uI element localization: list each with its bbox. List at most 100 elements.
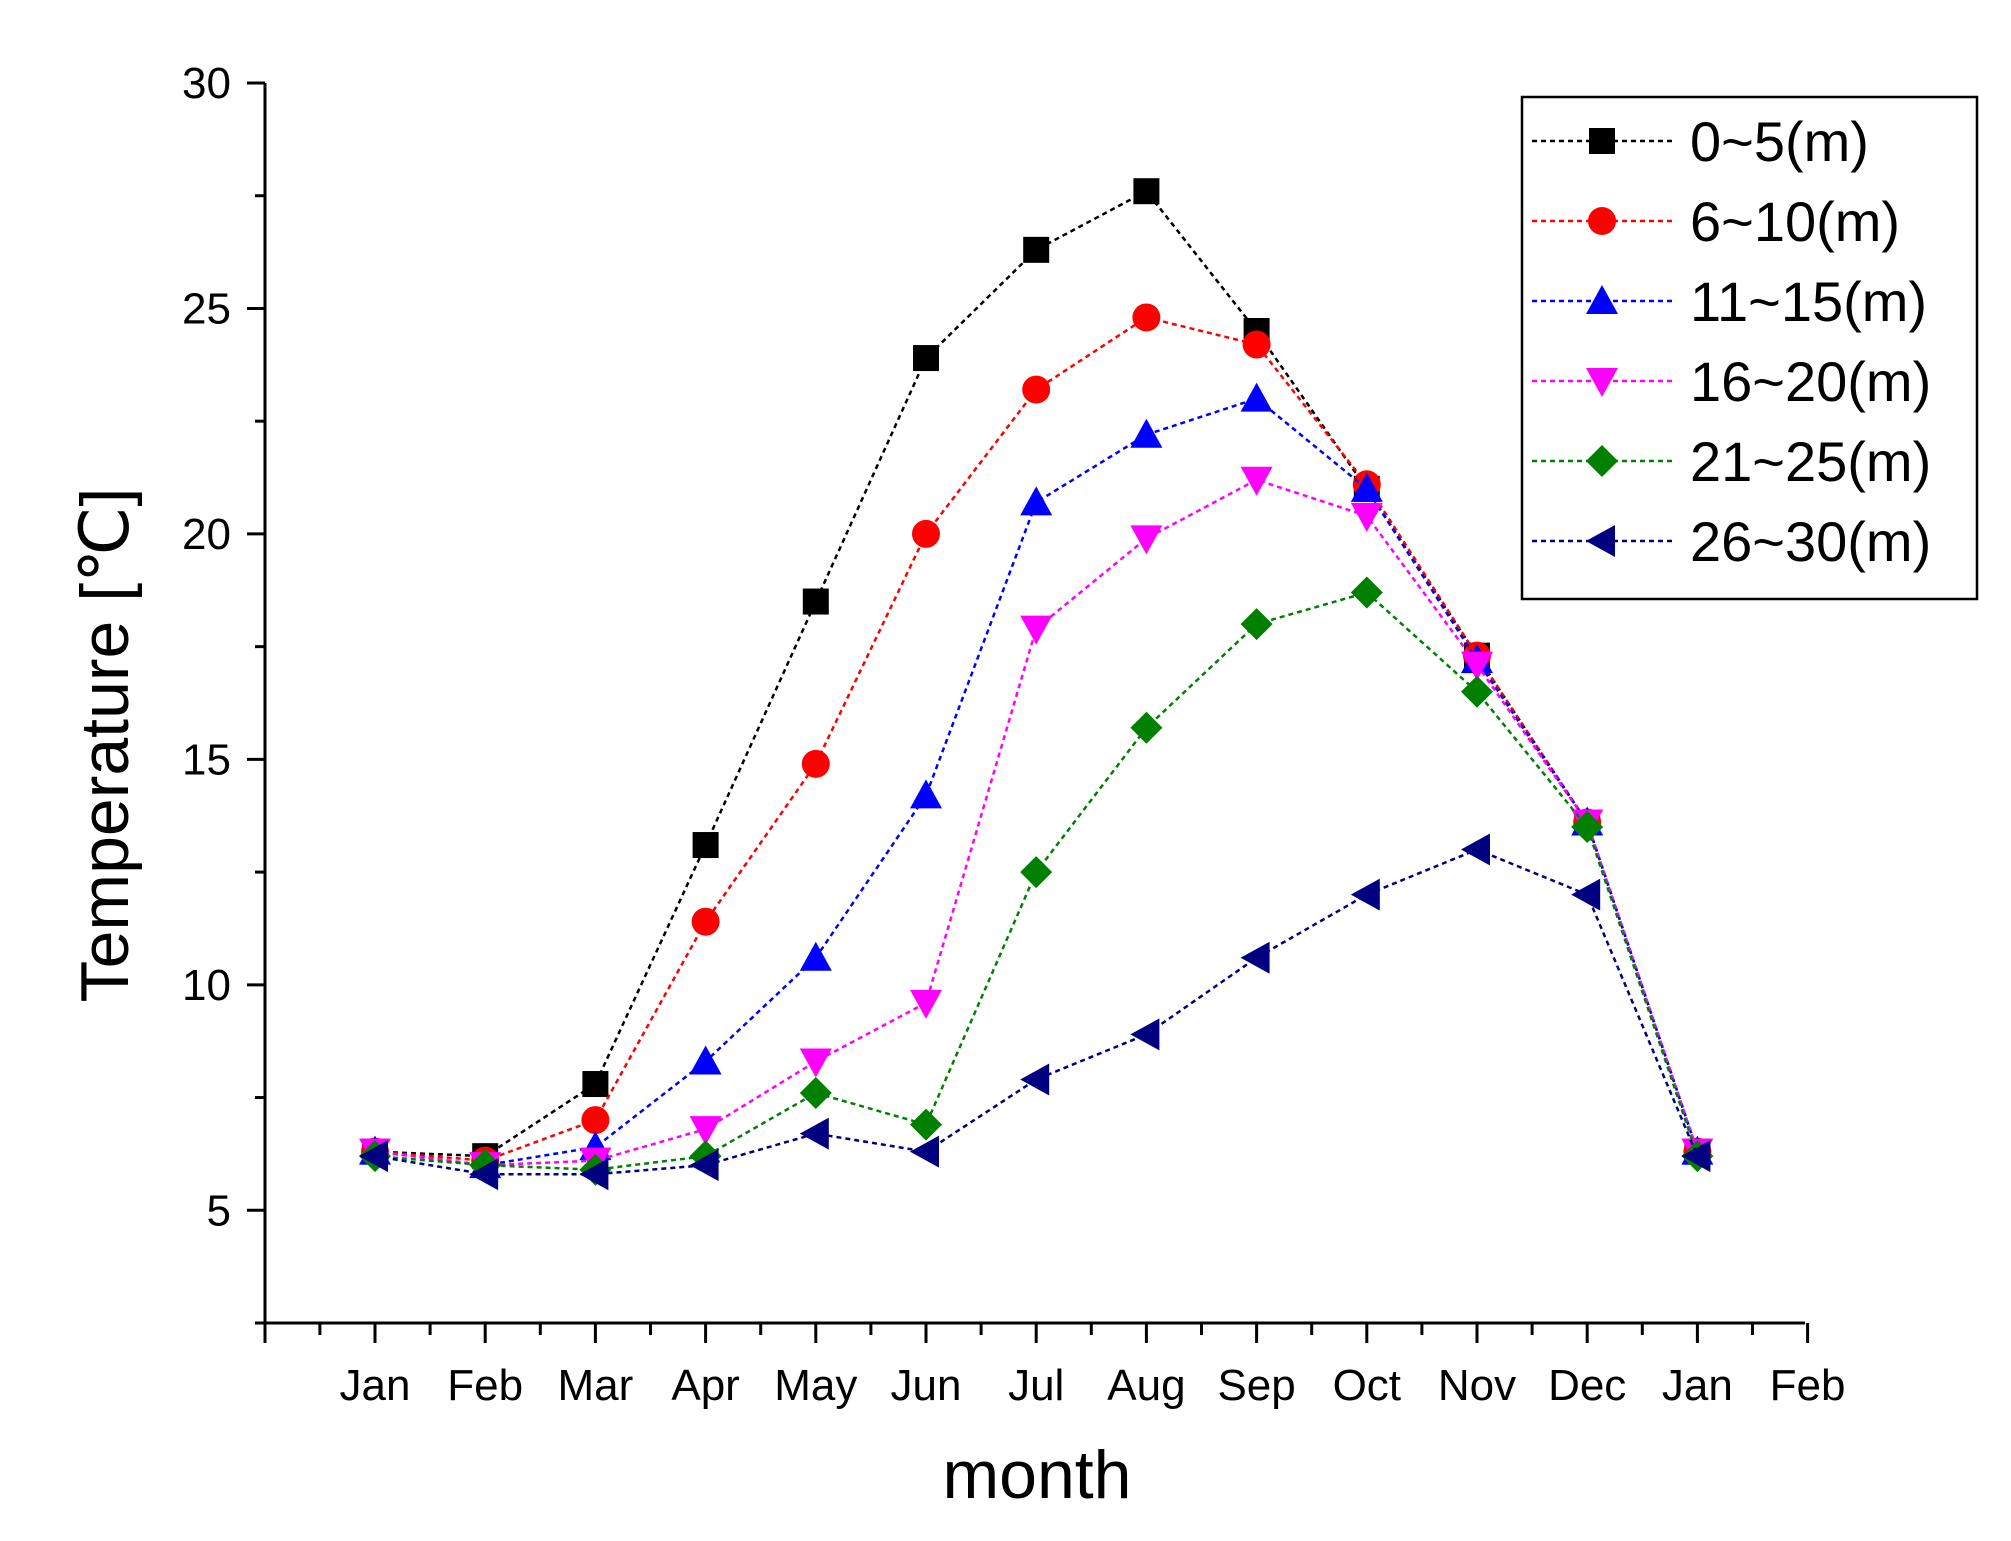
y-tick-label: 15 <box>182 735 231 784</box>
series-5 <box>359 576 1714 1186</box>
legend-label: 0~5(m) <box>1690 110 1869 173</box>
x-tick-label: May <box>774 1361 857 1410</box>
data-point <box>692 832 719 859</box>
x-tick-label: Jun <box>891 1361 962 1410</box>
legend-marker <box>1586 445 1618 477</box>
data-point <box>1023 236 1050 263</box>
legend-entry: 21~25(m) <box>1532 430 1931 493</box>
data-point <box>910 989 942 1019</box>
data-point <box>1130 418 1163 448</box>
x-axis-title: month <box>943 1437 1132 1513</box>
data-point <box>910 1108 942 1141</box>
series-2 <box>361 303 1712 1175</box>
series-3 <box>359 382 1714 1179</box>
data-point <box>1020 486 1053 516</box>
y-tick-label: 5 <box>207 1186 231 1235</box>
legend-label: 11~15(m) <box>1690 270 1927 333</box>
x-tick-label: Aug <box>1107 1361 1185 1410</box>
data-point <box>691 907 720 936</box>
data-point <box>799 941 832 971</box>
x-tick-label: Sep <box>1217 1361 1295 1410</box>
legend-label: 16~20(m) <box>1690 350 1931 413</box>
x-tick-label: Feb <box>447 1361 523 1410</box>
data-point <box>913 345 939 372</box>
data-point <box>689 1045 722 1075</box>
legend: 0~5(m) 6~10(m) 11~15(m) 16~20(m) 21~25(m) 26~… <box>1520 95 1979 601</box>
data-point <box>689 1116 722 1146</box>
legend-marker <box>1586 285 1618 314</box>
legend-label: 26~30(m) <box>1690 510 1931 573</box>
data-point <box>469 1158 499 1191</box>
data-point <box>1461 675 1493 708</box>
x-tick-label: Nov <box>1438 1361 1516 1410</box>
x-tick-label: Jan <box>340 1361 411 1410</box>
data-point <box>582 1071 609 1098</box>
legend-entry: 6~10(m) <box>1532 190 1900 253</box>
data-point <box>1020 1063 1050 1096</box>
series-6 <box>359 833 1711 1191</box>
legend-box <box>1520 95 1979 601</box>
data-point <box>581 1106 610 1135</box>
data-point <box>1681 1140 1711 1173</box>
legend-marker <box>1586 368 1618 397</box>
series-1 <box>362 178 1711 1170</box>
data-point <box>1350 472 1383 502</box>
data-point <box>1130 711 1163 744</box>
data-point <box>1130 1018 1160 1051</box>
data-point <box>799 1077 832 1110</box>
data-point <box>910 1135 939 1168</box>
tick-labels: 5 10 15 20 25 30 Jan Feb Mar Apr May Jun Jul Aug Sep Oc… <box>182 59 1845 1410</box>
x-tick-label: Oct <box>1333 1361 1401 1410</box>
legend-entry: 0~5(m) <box>1532 110 1869 173</box>
y-tick-label: 20 <box>182 510 231 559</box>
data-point <box>689 1149 719 1182</box>
legend-marker <box>1588 207 1616 235</box>
data-point <box>1461 833 1490 866</box>
series-line <box>374 478 1699 1167</box>
data-point <box>1240 382 1273 412</box>
data-point <box>799 1117 829 1150</box>
series-line <box>374 316 1699 1162</box>
data-point <box>1350 502 1383 532</box>
data-point <box>1461 651 1493 681</box>
x-tick-label: Dec <box>1548 1361 1626 1410</box>
y-tick-label: 30 <box>182 59 231 108</box>
x-tick-label: Apr <box>671 1361 739 1410</box>
series-lines <box>359 178 1714 1191</box>
data-point <box>1571 811 1604 843</box>
data-point <box>1240 941 1270 974</box>
data-point <box>802 588 829 615</box>
legend-entry: 16~20(m) <box>1532 350 1931 413</box>
series-line <box>374 189 1699 1158</box>
data-point <box>1240 466 1273 496</box>
data-point <box>912 519 940 548</box>
data-point <box>1242 330 1271 359</box>
data-point <box>801 749 830 778</box>
data-point <box>1020 615 1053 645</box>
x-tick-label: Feb <box>1770 1361 1846 1410</box>
legend-entry: 26~30(m) <box>1532 510 1931 573</box>
y-axis-title: Temperature [℃] <box>67 488 143 1003</box>
series-line <box>374 848 1699 1176</box>
legend-marker <box>1589 128 1615 154</box>
data-point <box>579 1158 609 1191</box>
legend-marker <box>1586 525 1615 557</box>
legend-entry: 11~15(m) <box>1532 270 1927 333</box>
data-point <box>1133 178 1160 205</box>
x-tick-label: Mar <box>558 1361 634 1410</box>
data-point <box>1240 608 1273 641</box>
data-point <box>1350 576 1383 609</box>
axes <box>247 81 1810 1343</box>
data-point <box>1132 303 1161 332</box>
data-point <box>1022 375 1051 404</box>
data-point <box>1130 525 1163 555</box>
x-tick-label: Jan <box>1662 1361 1733 1410</box>
data-point <box>910 779 942 809</box>
legend-label: 21~25(m) <box>1690 430 1931 493</box>
data-point <box>1350 878 1380 911</box>
data-point <box>359 1140 388 1173</box>
y-tick-label: 25 <box>182 284 231 333</box>
y-tick-label: 10 <box>182 961 231 1010</box>
legend-label: 6~10(m) <box>1690 190 1900 253</box>
